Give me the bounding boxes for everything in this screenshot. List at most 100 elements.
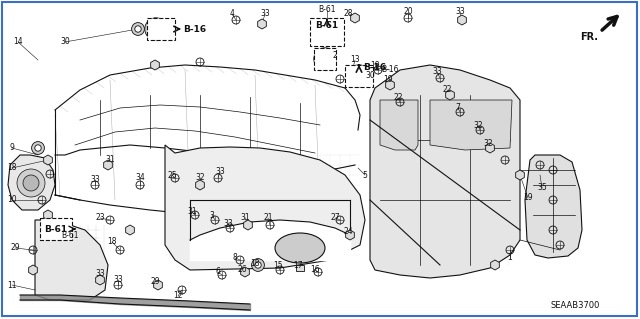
Text: 22: 22	[393, 93, 403, 102]
Circle shape	[255, 262, 261, 268]
Text: 30: 30	[60, 38, 70, 47]
Text: 21: 21	[263, 213, 273, 222]
Polygon shape	[165, 145, 365, 270]
Polygon shape	[258, 19, 266, 29]
Text: FR.: FR.	[580, 32, 598, 42]
Text: 32: 32	[483, 139, 493, 149]
Text: 4: 4	[230, 10, 234, 19]
Polygon shape	[430, 100, 512, 150]
Polygon shape	[445, 90, 454, 100]
Text: 6: 6	[216, 268, 220, 277]
Ellipse shape	[275, 233, 325, 263]
Polygon shape	[44, 210, 52, 220]
Text: 33: 33	[432, 68, 442, 77]
Polygon shape	[346, 230, 355, 240]
Polygon shape	[29, 265, 37, 275]
Polygon shape	[8, 155, 55, 210]
Text: B-61: B-61	[318, 5, 336, 14]
Text: 22: 22	[442, 85, 452, 94]
Text: B-61: B-61	[316, 21, 339, 31]
Text: SEAAB3700: SEAAB3700	[550, 300, 600, 309]
Polygon shape	[370, 65, 520, 278]
Text: B-61: B-61	[61, 232, 79, 241]
Circle shape	[35, 145, 41, 151]
Text: 27: 27	[330, 213, 340, 222]
Bar	[296, 265, 304, 271]
Circle shape	[252, 259, 264, 271]
Text: 18: 18	[250, 258, 260, 268]
FancyBboxPatch shape	[314, 48, 336, 70]
Text: 10: 10	[7, 196, 17, 204]
Text: B-61: B-61	[44, 225, 68, 234]
Text: 11: 11	[7, 280, 17, 290]
Text: 8: 8	[232, 254, 237, 263]
Text: 7: 7	[456, 103, 460, 113]
Circle shape	[17, 169, 45, 197]
Polygon shape	[525, 155, 582, 258]
Polygon shape	[150, 60, 159, 70]
Text: B-16: B-16	[184, 25, 207, 33]
Circle shape	[150, 23, 162, 34]
Text: 24: 24	[343, 227, 353, 236]
Text: 33: 33	[260, 10, 270, 19]
Text: 19: 19	[523, 194, 533, 203]
Text: 19: 19	[370, 61, 380, 70]
Text: 12: 12	[173, 292, 183, 300]
Text: B-16: B-16	[364, 63, 387, 72]
Polygon shape	[486, 143, 494, 153]
Text: 31: 31	[187, 207, 197, 217]
Text: 20: 20	[403, 8, 413, 17]
Text: 18: 18	[7, 164, 17, 173]
Text: 30: 30	[365, 70, 375, 79]
Circle shape	[31, 142, 44, 154]
Polygon shape	[125, 225, 134, 235]
Text: 14: 14	[13, 38, 23, 47]
Text: 15: 15	[273, 262, 283, 271]
Circle shape	[132, 23, 145, 35]
FancyBboxPatch shape	[310, 18, 344, 46]
Text: 33: 33	[95, 270, 105, 278]
Text: 29: 29	[10, 243, 20, 253]
Circle shape	[319, 53, 331, 65]
Text: 32: 32	[473, 122, 483, 130]
Circle shape	[353, 70, 365, 82]
Text: 31: 31	[105, 155, 115, 165]
Polygon shape	[154, 280, 163, 290]
Circle shape	[348, 65, 370, 87]
Text: 2: 2	[333, 51, 337, 61]
Text: 9: 9	[10, 144, 15, 152]
Polygon shape	[35, 220, 108, 300]
Polygon shape	[104, 160, 113, 170]
Polygon shape	[196, 180, 204, 190]
Text: 28: 28	[343, 9, 353, 18]
Text: 32: 32	[195, 174, 205, 182]
FancyBboxPatch shape	[40, 218, 72, 240]
Polygon shape	[241, 267, 250, 277]
Text: 34: 34	[135, 174, 145, 182]
Circle shape	[314, 48, 336, 70]
Circle shape	[23, 175, 39, 191]
Text: 5: 5	[363, 170, 367, 180]
Polygon shape	[44, 155, 52, 165]
Text: 3: 3	[209, 211, 214, 219]
Text: 29: 29	[150, 278, 160, 286]
FancyBboxPatch shape	[147, 18, 175, 40]
Text: 33: 33	[215, 167, 225, 176]
Text: 25: 25	[167, 170, 177, 180]
Circle shape	[135, 26, 141, 32]
Text: 13: 13	[350, 56, 360, 64]
Text: 33: 33	[113, 276, 123, 285]
FancyBboxPatch shape	[345, 65, 373, 87]
Text: 16: 16	[310, 265, 320, 275]
Polygon shape	[458, 15, 467, 25]
Polygon shape	[516, 170, 524, 180]
Text: 33: 33	[223, 219, 233, 227]
Text: 26: 26	[237, 265, 247, 275]
Text: 31: 31	[240, 213, 250, 222]
Text: 18: 18	[108, 238, 116, 247]
Polygon shape	[351, 13, 359, 23]
Polygon shape	[491, 260, 499, 270]
Text: B-16: B-16	[381, 65, 399, 75]
Text: 23: 23	[95, 213, 105, 222]
Text: 17: 17	[293, 261, 303, 270]
